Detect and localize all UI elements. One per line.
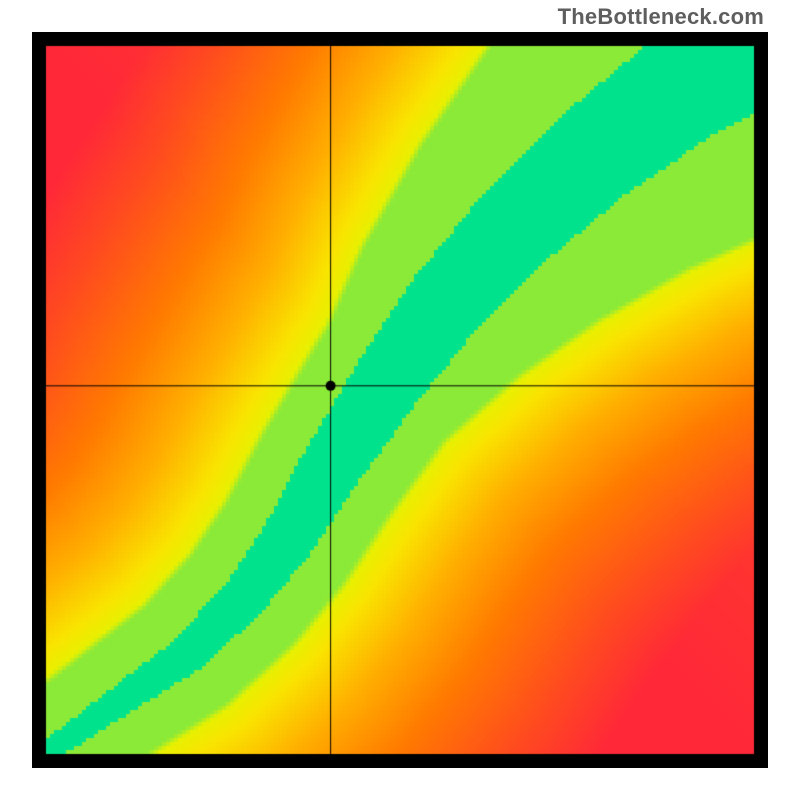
chart-frame [32, 32, 768, 768]
heatmap-canvas [32, 32, 768, 768]
chart-container: TheBottleneck.com [0, 0, 800, 800]
watermark-text: TheBottleneck.com [558, 4, 764, 30]
